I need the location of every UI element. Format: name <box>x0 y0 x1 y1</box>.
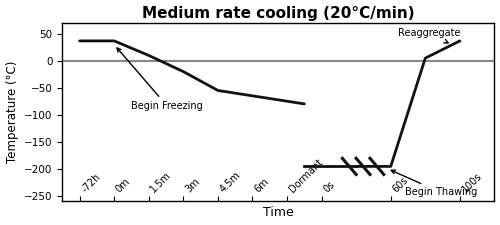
Title: Medium rate cooling (20°C/min): Medium rate cooling (20°C/min) <box>142 6 414 20</box>
X-axis label: Time: Time <box>263 207 294 219</box>
Text: Begin Freezing: Begin Freezing <box>117 48 203 111</box>
Y-axis label: Temperature (°C): Temperature (°C) <box>6 61 18 163</box>
Text: Begin Thawing: Begin Thawing <box>391 170 477 197</box>
Text: Reaggregate: Reaggregate <box>398 29 460 43</box>
